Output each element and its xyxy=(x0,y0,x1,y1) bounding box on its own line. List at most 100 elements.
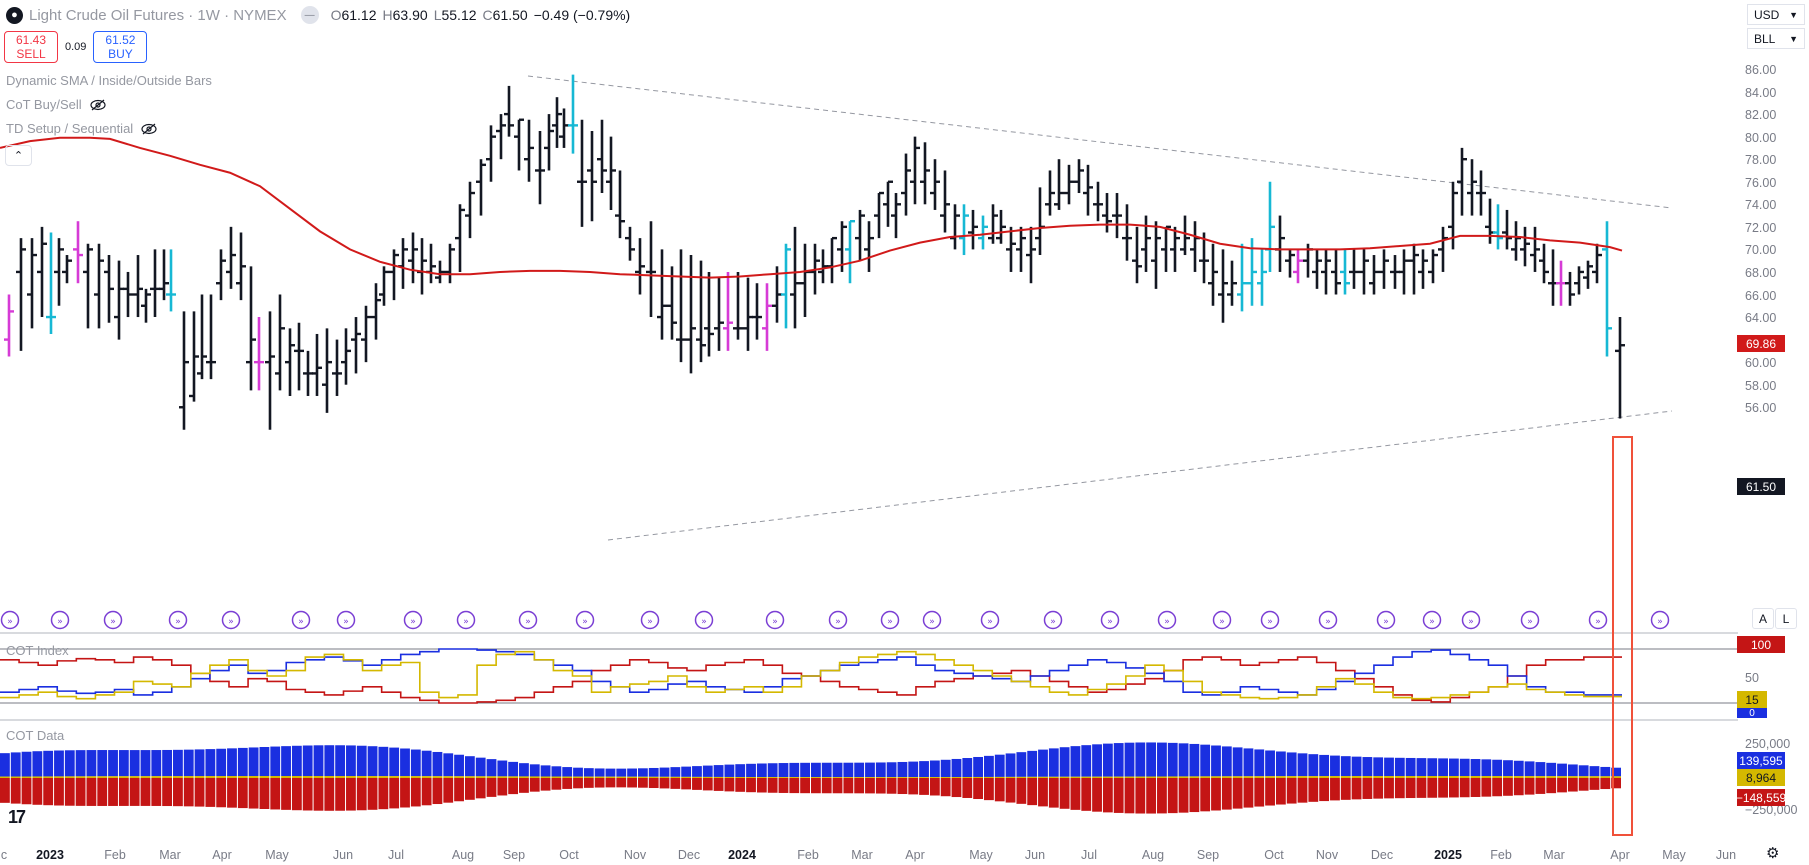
event-marker-glyph: » xyxy=(887,617,893,627)
cot-small-bar xyxy=(1048,776,1059,778)
cot-commercial-bar xyxy=(324,778,335,811)
cot-commercial-bar xyxy=(605,778,616,788)
cot-commercial-bar xyxy=(1427,778,1438,798)
cot-large-bar xyxy=(410,749,421,777)
indicator-td-setup[interactable]: TD Setup / Sequential xyxy=(6,121,157,136)
cot-large-bar xyxy=(1070,746,1081,777)
cot-small-bar xyxy=(648,776,659,778)
cot-large-bar xyxy=(464,756,475,777)
cot-commercial-bar xyxy=(1297,778,1308,803)
cot-small-bar xyxy=(129,776,140,778)
cot-commercial-bar xyxy=(1016,778,1027,804)
cot-commercial-bar xyxy=(767,778,778,793)
cot-large-bar xyxy=(540,765,551,777)
cot-small-bar xyxy=(1178,776,1189,778)
price-tick: 80.00 xyxy=(1745,130,1777,145)
cot-commercial-bar xyxy=(475,778,486,799)
cot-commercial-bar xyxy=(984,778,994,801)
auto-scale-button[interactable]: A xyxy=(1752,608,1774,629)
cot-commercial-bar xyxy=(529,778,540,792)
tradingview-logo-icon[interactable]: 17 xyxy=(8,807,26,827)
cot-commercial-bar xyxy=(1092,778,1102,812)
event-marker xyxy=(1157,610,1177,630)
cot-commercial-bar xyxy=(1416,778,1427,798)
time-tick: Dec xyxy=(1370,848,1394,862)
cot-large-bar xyxy=(778,763,789,778)
eye-crossed-icon[interactable] xyxy=(90,99,106,111)
cot-large-bar xyxy=(1243,748,1254,777)
time-tick: Nov xyxy=(1315,848,1339,862)
cot-commercial-bar xyxy=(1319,778,1330,802)
cot-small-bar xyxy=(302,776,313,778)
buy-button[interactable]: 61.52 BUY xyxy=(93,31,148,63)
cot-small-bar xyxy=(681,776,692,778)
cot-commercial-bar xyxy=(973,778,984,800)
cot-commercial-bar xyxy=(1578,778,1589,791)
minus-icon[interactable]: — xyxy=(300,6,319,24)
gear-icon[interactable]: ⚙ xyxy=(1766,845,1780,862)
cot-commercial-bar xyxy=(1027,778,1038,806)
cot-commercial-bar xyxy=(994,778,1005,802)
cot-large-bar xyxy=(108,750,118,777)
cot-commercial-bar xyxy=(551,778,562,790)
event-marker-glyph: » xyxy=(1527,617,1533,627)
indicator-dynamic-sma[interactable]: Dynamic SMA / Inside/Outside Bars xyxy=(6,73,212,88)
cot-commercial-bar xyxy=(1308,778,1319,802)
trade-buttons: 61.43 SELL 0.09 61.52 BUY xyxy=(4,31,148,63)
cot-commercial-bar xyxy=(1275,778,1286,805)
symbol-name[interactable]: Light Crude Oil Futures · 1W · NYMEX xyxy=(29,6,287,24)
cot-commercial-bar xyxy=(854,778,865,794)
cot-large-bar xyxy=(97,750,108,777)
cot-large-bar xyxy=(962,758,973,777)
cot-small-bar xyxy=(281,776,291,778)
event-marker-glyph: » xyxy=(57,617,63,627)
indicator-cot-buy-sell[interactable]: CoT Buy/Sell xyxy=(6,97,106,112)
cot-commercial-bar xyxy=(1567,778,1578,792)
cot-small-bar xyxy=(464,776,475,778)
cot-large-bar xyxy=(86,750,97,777)
cot-large-bar xyxy=(1265,750,1275,777)
cot-commercial-bar xyxy=(1048,778,1059,808)
cot-large-bar xyxy=(508,761,519,777)
cot-large-bar xyxy=(1611,767,1621,777)
cot-small-bar xyxy=(886,777,897,778)
cot-small-bar xyxy=(64,776,75,778)
high-key: H xyxy=(382,7,393,23)
cot-commercial-bar xyxy=(10,778,21,804)
cot-small-bar xyxy=(1221,776,1232,778)
event-marker-glyph: » xyxy=(175,617,181,627)
event-marker-glyph: » xyxy=(228,617,234,627)
cot-commercial-bar xyxy=(940,778,951,797)
cot-small-bar xyxy=(940,777,951,778)
cot-small-bar xyxy=(865,777,875,778)
event-marker xyxy=(336,610,356,630)
cot-large-bar xyxy=(789,762,800,778)
cot-large-bar xyxy=(1503,760,1513,777)
event-marker xyxy=(1260,610,1280,630)
cot-large-bar xyxy=(1232,747,1243,777)
cot-small-bar xyxy=(237,776,248,778)
unit-select[interactable]: BLL ▼ xyxy=(1747,28,1805,49)
cot-large-bar xyxy=(1211,745,1221,777)
cot-large-bar xyxy=(973,756,984,777)
cot-small-bar xyxy=(919,777,929,778)
price-tick: 76.00 xyxy=(1745,175,1777,190)
event-marker xyxy=(1650,610,1670,630)
cot-small-label: 8,964 xyxy=(1737,769,1785,786)
chevron-down-icon: ▼ xyxy=(1789,9,1798,20)
cot-small-bar xyxy=(854,777,865,778)
cot-commercial-bar xyxy=(173,778,183,807)
cot-commercial-bar xyxy=(313,778,324,811)
cot-large-bar xyxy=(702,765,713,777)
unit-value: BLL xyxy=(1754,31,1776,46)
collapse-indicators-button[interactable]: ⌃ xyxy=(5,145,32,166)
eye-crossed-icon[interactable] xyxy=(141,123,157,135)
currency-select[interactable]: USD ▼ xyxy=(1747,4,1805,25)
cot-commercial-bar xyxy=(800,778,810,794)
cot-large-bar xyxy=(854,762,865,778)
log-scale-button[interactable]: L xyxy=(1775,608,1797,629)
cot-commercial-bar xyxy=(497,778,508,796)
sell-button[interactable]: 61.43 SELL xyxy=(4,31,58,63)
time-tick: c xyxy=(0,848,8,862)
